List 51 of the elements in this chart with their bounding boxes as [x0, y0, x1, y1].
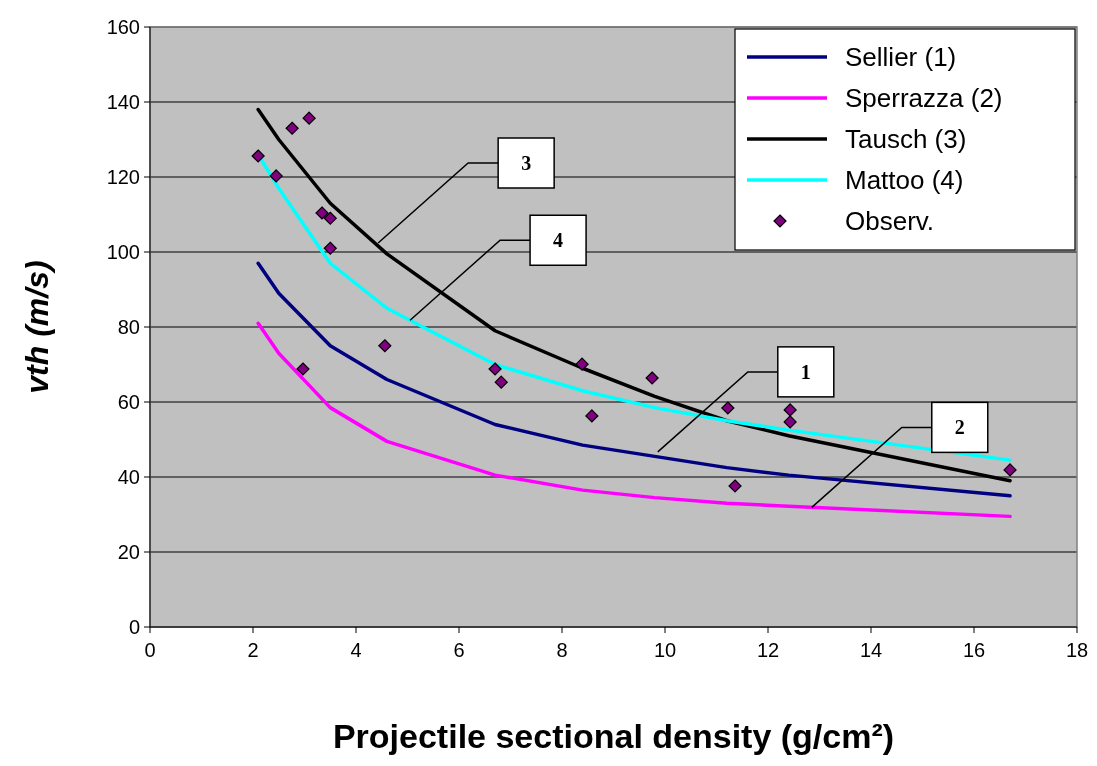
x-tick-label: 4 — [350, 639, 362, 661]
x-tick-label: 2 — [247, 639, 259, 661]
point — [721, 401, 735, 415]
x-axis-title: Projectile sectional density (g/cm²) — [332, 717, 895, 755]
point — [1003, 463, 1017, 477]
legend-label: Sellier (1) — [845, 42, 957, 73]
point — [302, 111, 316, 125]
point — [575, 357, 589, 371]
point — [494, 375, 508, 389]
point — [728, 479, 742, 493]
annotation: 4 — [553, 229, 564, 252]
annotation: 2 — [954, 416, 965, 439]
point — [378, 339, 392, 353]
x-tick-label: 10 — [653, 639, 677, 661]
point — [315, 206, 329, 220]
y-tick-label: 80 — [117, 316, 140, 338]
point — [269, 169, 283, 183]
y-tick-label: 40 — [117, 466, 140, 488]
annotation: 1 — [800, 360, 811, 383]
point — [323, 241, 337, 255]
x-tick-label: 16 — [962, 639, 986, 661]
point — [645, 371, 659, 385]
legend-label: Mattoo (4) — [845, 165, 964, 196]
x-tick-label: 8 — [556, 639, 568, 661]
y-tick-label: 100 — [106, 241, 140, 263]
point — [783, 403, 797, 417]
line-series — [256, 261, 1012, 498]
y-tick-label: 160 — [106, 16, 140, 38]
point — [285, 121, 299, 135]
annotation: 3 — [521, 152, 532, 174]
y-tick-label: 20 — [117, 541, 140, 563]
y-axis-title: vth (m/s) — [19, 260, 55, 394]
point — [296, 362, 310, 376]
legend-label: Observ. — [845, 206, 935, 237]
x-tick-label: 0 — [144, 639, 156, 661]
y-tick-label: 140 — [106, 91, 140, 113]
point — [251, 149, 265, 163]
point — [323, 211, 337, 225]
y-tick-label: 120 — [106, 166, 140, 188]
point — [783, 415, 797, 429]
x-tick-label: 6 — [453, 639, 465, 661]
point — [488, 362, 502, 376]
point — [585, 409, 599, 423]
line-series — [256, 321, 1012, 519]
y-tick-label: 60 — [117, 391, 140, 413]
x-tick-label: 18 — [1065, 639, 1089, 661]
x-tick-label: 12 — [756, 639, 780, 661]
legend-label: Tausch (3) — [845, 124, 967, 155]
legend-label: Sperrazza (2) — [845, 83, 1003, 114]
y-tick-label: 0 — [128, 616, 140, 638]
x-tick-label: 14 — [859, 639, 883, 661]
